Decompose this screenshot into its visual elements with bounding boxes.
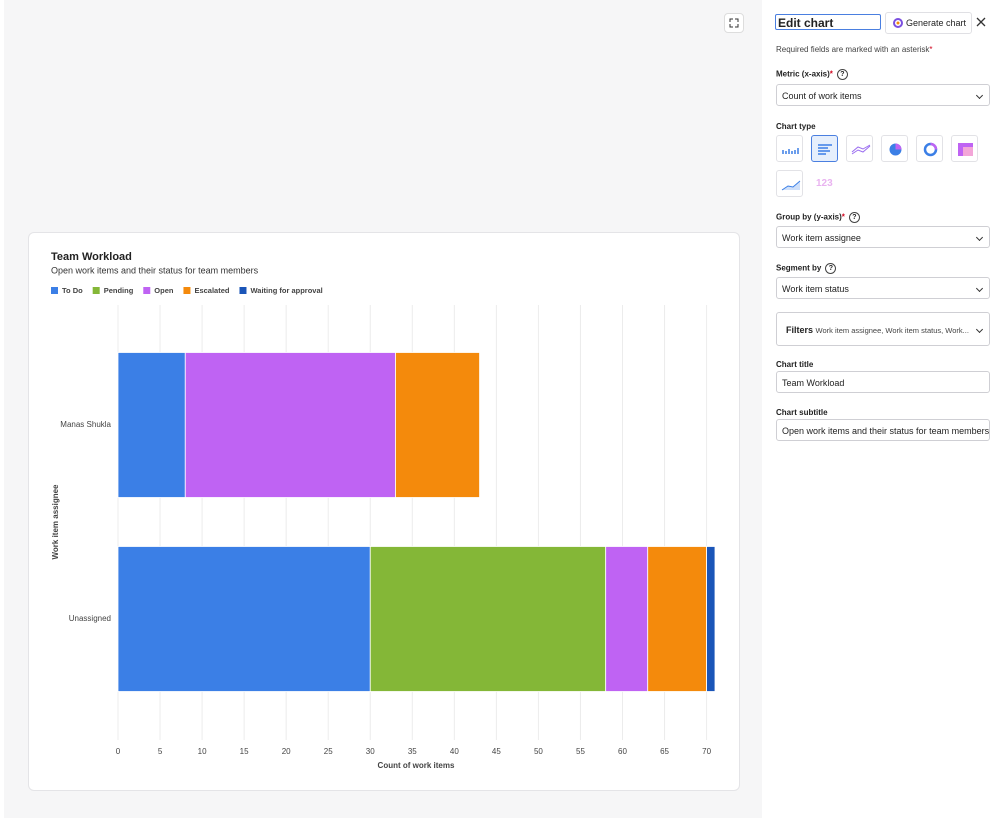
close-button[interactable] <box>976 17 986 27</box>
legend-swatch <box>239 287 247 294</box>
metric-label: Metric (x-axis)*? <box>776 69 848 80</box>
heading-input[interactable]: Edit chart <box>775 14 881 30</box>
subtitle-label: Chart subtitle <box>776 408 828 417</box>
legend-label: To Do <box>62 286 83 295</box>
type-pie[interactable] <box>881 135 908 162</box>
x-tick-label: 35 <box>408 747 417 756</box>
legend-label: Open <box>154 286 174 295</box>
type-line[interactable] <box>846 135 873 162</box>
y-tick-label: Manas Shukla <box>60 420 111 429</box>
x-tick-label: 55 <box>576 747 585 756</box>
icon <box>782 148 799 154</box>
x-axis-title: Count of work items <box>378 761 455 770</box>
subtitle-input[interactable]: Open work items and their status for tea… <box>776 419 990 441</box>
type-area[interactable] <box>776 170 803 197</box>
filters-value: Work item assignee, Work item status, Wo… <box>815 326 969 335</box>
x-tick-label: 50 <box>534 747 543 756</box>
legend-swatch <box>51 287 58 294</box>
generate-label: Generate chart <box>906 18 967 28</box>
legend-swatch <box>183 287 191 294</box>
y-axis-title: Work item assignee <box>51 484 60 560</box>
select-value: Work item assignee <box>782 233 861 243</box>
y-tick-label: Unassigned <box>69 614 111 623</box>
bar-segment <box>117 352 186 498</box>
icon <box>818 144 832 155</box>
legend-swatch <box>143 287 151 294</box>
bar-segment <box>605 546 649 692</box>
x-tick-label: 25 <box>324 747 333 756</box>
x-tick-label: 0 <box>116 747 121 756</box>
chart: Team Workload Open work items and their … <box>51 251 716 770</box>
x-tick-label: 5 <box>158 747 163 756</box>
type-donut[interactable] <box>916 135 943 162</box>
help-icon[interactable]: ? <box>836 69 848 80</box>
select-value: Work item status <box>782 284 849 294</box>
icon <box>958 143 973 156</box>
title-input[interactable]: Team Workload <box>776 371 990 393</box>
type-bar[interactable] <box>811 135 838 162</box>
chart-title: Team Workload <box>51 251 132 263</box>
filters[interactable]: Filters Work item assignee, Work item st… <box>776 312 990 346</box>
bar-segment <box>395 352 480 498</box>
label-text: Metric (x-axis) <box>776 69 830 79</box>
segment-label: Segment by? <box>776 263 837 274</box>
bar-segment <box>706 546 716 692</box>
x-tick-label: 70 <box>702 747 711 756</box>
label-text: Group by (y-axis) <box>776 212 842 222</box>
filters-label: Filters <box>786 325 814 335</box>
x-tick-label: 30 <box>366 747 375 756</box>
heading: Edit chart <box>778 16 834 30</box>
x-tick-label: 10 <box>198 747 207 756</box>
chart-subtitle: Open work items and their status for tea… <box>51 265 259 275</box>
x-tick-label: 15 <box>240 747 249 756</box>
type-number[interactable]: 123 <box>816 178 833 189</box>
legend-label: Pending <box>104 286 134 295</box>
bar-segment <box>184 352 396 498</box>
input-value: Team Workload <box>782 378 845 388</box>
input-value: Open work items and their status for tea… <box>782 426 990 436</box>
legend-swatch <box>92 287 100 294</box>
x-tick-label: 60 <box>618 747 627 756</box>
note-text: Required fields are marked with an aster… <box>776 45 930 54</box>
expand-icon <box>729 18 739 28</box>
x-tick-label: 40 <box>450 747 459 756</box>
icon <box>923 142 938 157</box>
label-text: Segment by <box>776 263 822 273</box>
group-label: Group by (y-axis)*? <box>776 212 860 223</box>
type-treemap[interactable] <box>951 135 978 162</box>
icon <box>889 143 902 156</box>
segment-select[interactable]: Work item status <box>776 277 990 299</box>
edit-panel: Edit chart Generate chart Required field… <box>762 0 999 818</box>
legend-label: Waiting for approval <box>250 286 322 295</box>
x-tick-label: 20 <box>282 747 291 756</box>
icon <box>851 144 871 155</box>
chart-card <box>28 232 740 791</box>
bar-segment <box>117 546 371 692</box>
asterisk: * <box>841 212 845 222</box>
type-column[interactable] <box>776 135 803 162</box>
chart-type-label: Chart type <box>776 122 816 131</box>
asterisk: * <box>829 69 833 79</box>
legend-label: Escalated <box>194 286 229 295</box>
ai-icon <box>893 18 903 28</box>
metric-select[interactable]: Count of work items <box>776 84 990 106</box>
required-note: Required fields are marked with an aster… <box>776 45 933 54</box>
asterisk: * <box>929 45 933 54</box>
select-value: Count of work items <box>782 91 862 101</box>
generate-button[interactable]: Generate chart <box>885 12 972 34</box>
x-tick-label: 65 <box>660 747 669 756</box>
expand-button[interactable] <box>724 13 744 33</box>
group-select[interactable]: Work item assignee <box>776 226 990 248</box>
icon <box>781 180 801 191</box>
x-tick-label: 45 <box>492 747 501 756</box>
help-icon[interactable]: ? <box>825 263 837 274</box>
bar-segment <box>647 546 707 692</box>
title-label: Chart title <box>776 360 814 369</box>
help-icon[interactable]: ? <box>848 212 860 223</box>
bar-segment <box>369 546 607 692</box>
